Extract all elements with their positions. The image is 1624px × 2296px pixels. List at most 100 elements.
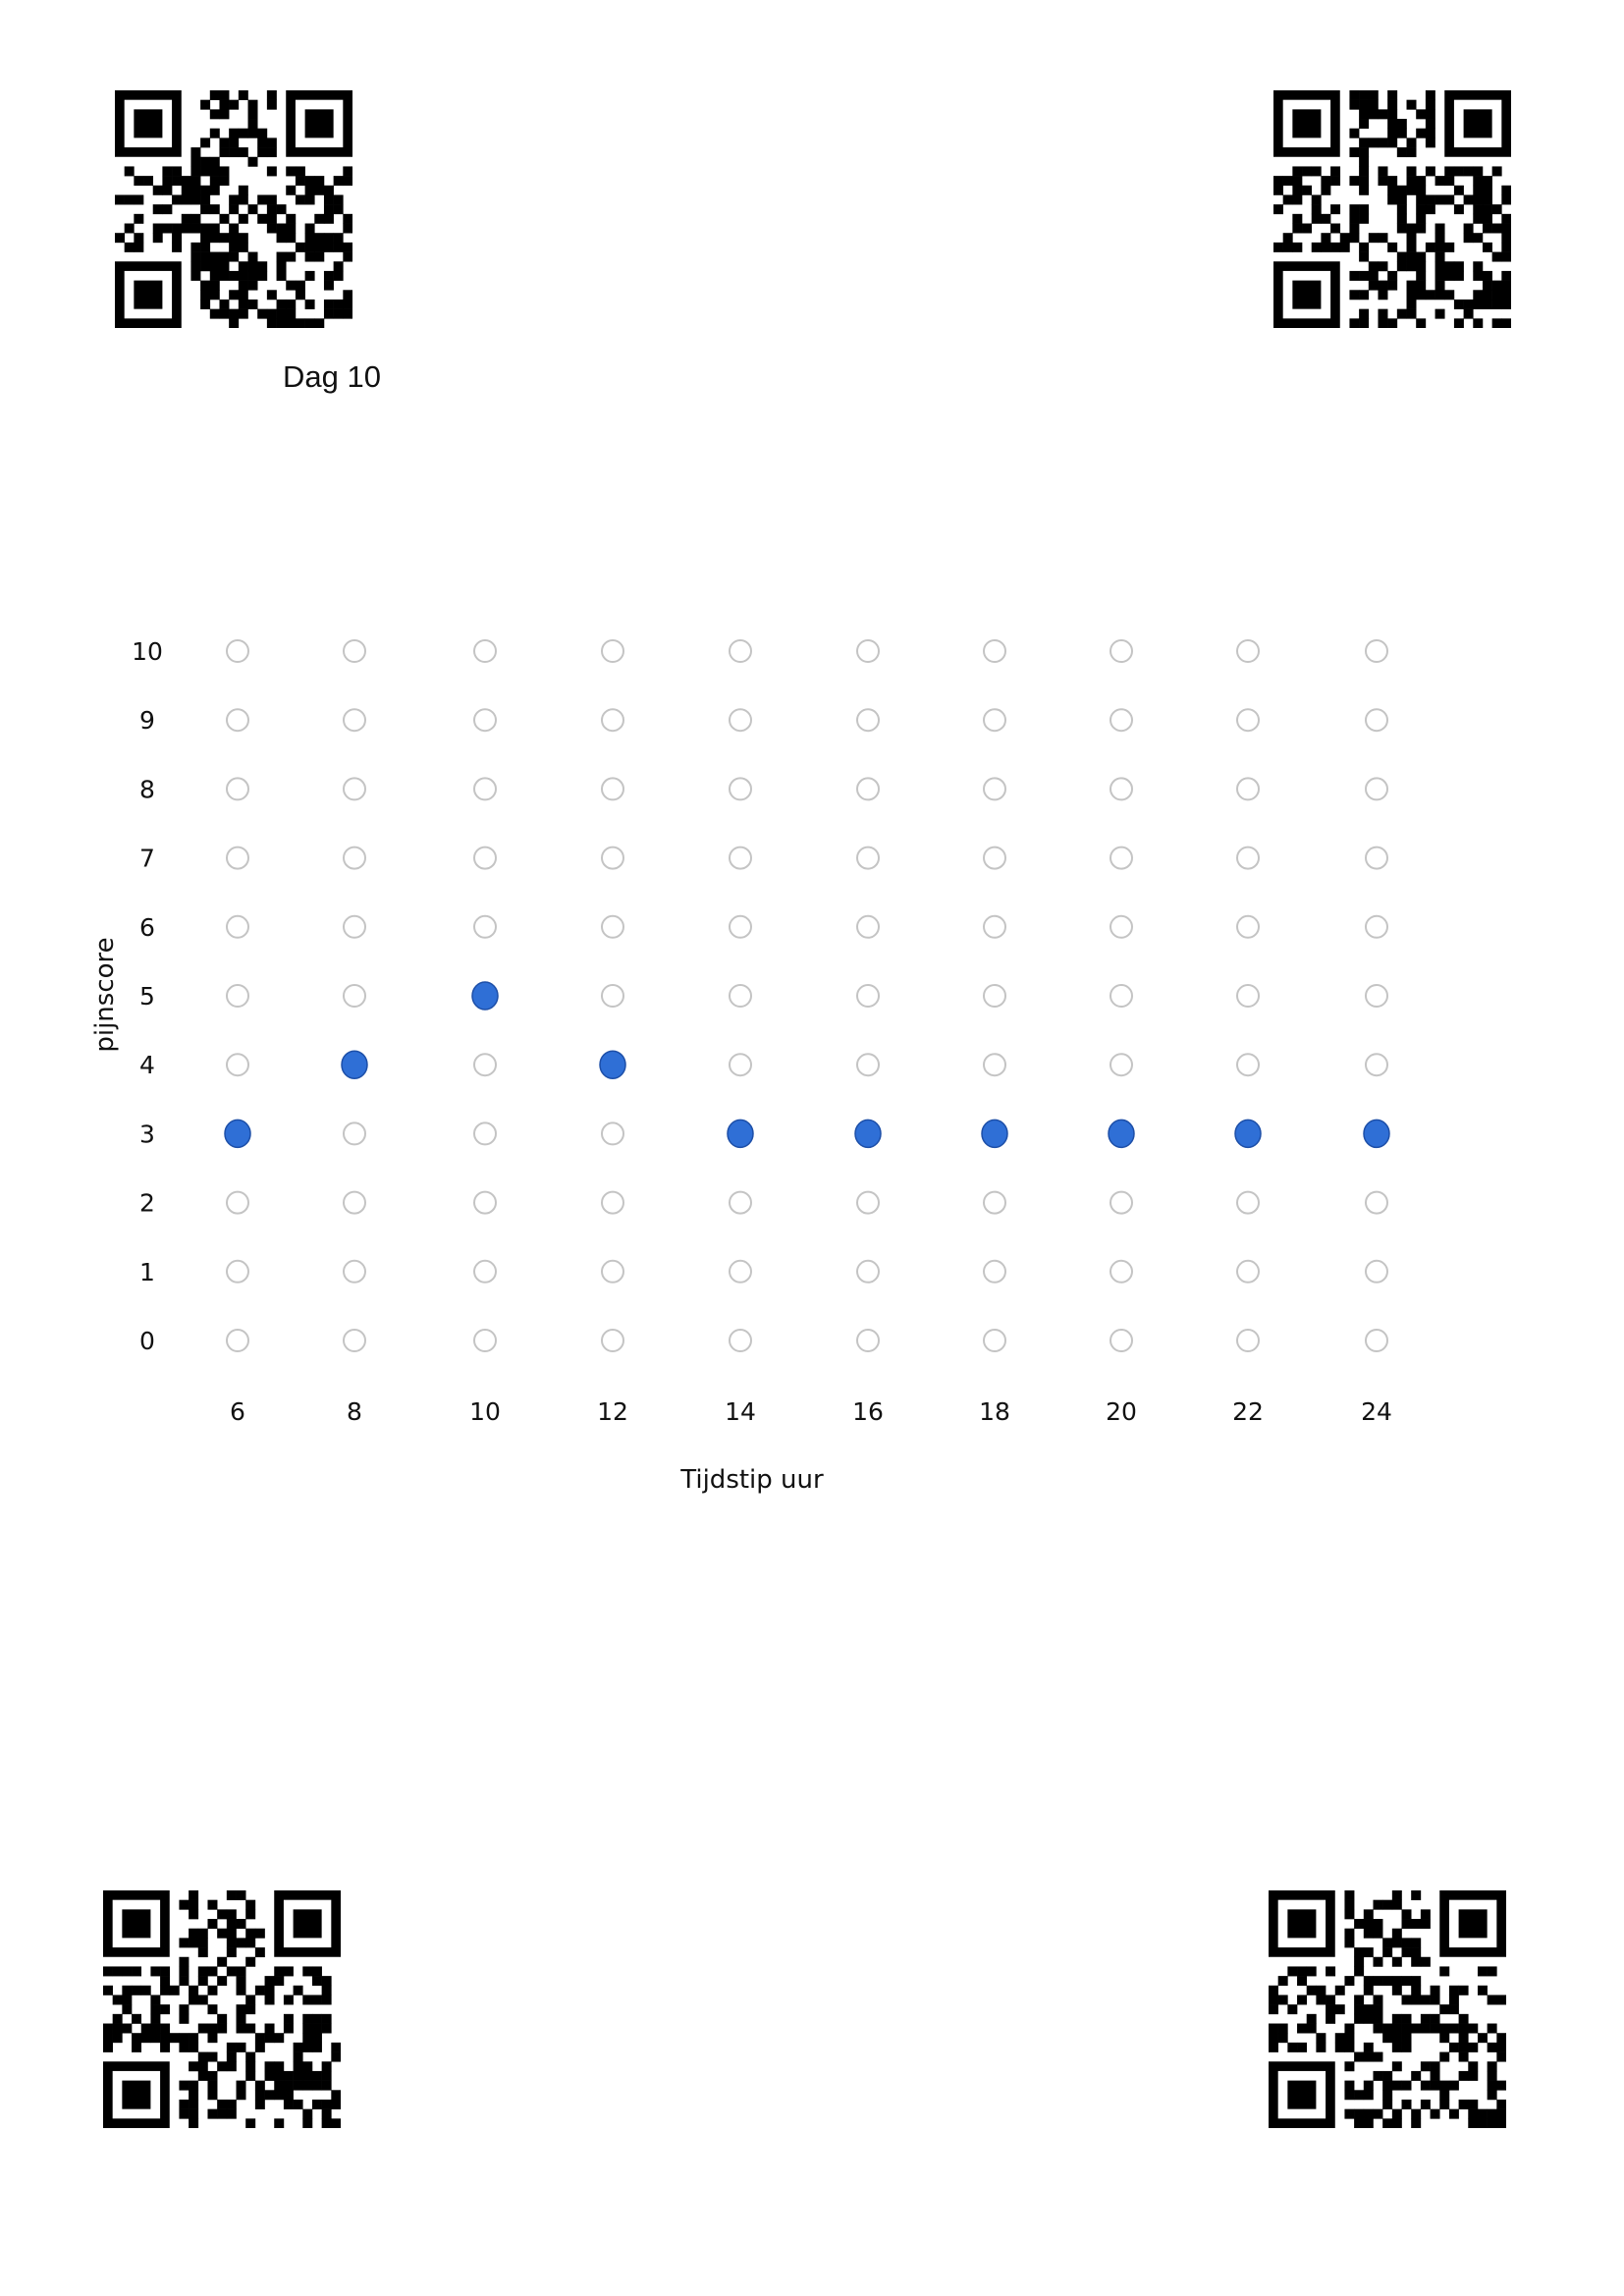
data-point[interactable] xyxy=(727,1119,754,1149)
empty-score-circle[interactable] xyxy=(1110,639,1133,663)
empty-score-circle[interactable] xyxy=(226,639,249,663)
empty-score-circle[interactable] xyxy=(983,984,1006,1008)
empty-score-circle[interactable] xyxy=(226,1190,249,1215)
empty-score-circle[interactable] xyxy=(473,777,497,801)
empty-score-circle[interactable] xyxy=(473,846,497,870)
empty-score-circle[interactable] xyxy=(1110,1190,1133,1215)
empty-score-circle[interactable] xyxy=(226,846,249,870)
empty-score-circle[interactable] xyxy=(1236,914,1260,939)
empty-score-circle[interactable] xyxy=(856,708,880,733)
empty-score-circle[interactable] xyxy=(1365,1259,1388,1284)
empty-score-circle[interactable] xyxy=(983,1259,1006,1284)
empty-score-circle[interactable] xyxy=(1236,639,1260,663)
empty-score-circle[interactable] xyxy=(983,708,1006,733)
empty-score-circle[interactable] xyxy=(226,1259,249,1284)
empty-score-circle[interactable] xyxy=(343,984,366,1008)
empty-score-circle[interactable] xyxy=(343,914,366,939)
empty-score-circle[interactable] xyxy=(1236,777,1260,801)
empty-score-circle[interactable] xyxy=(601,1190,624,1215)
data-point[interactable] xyxy=(341,1050,368,1079)
data-point[interactable] xyxy=(471,981,499,1011)
empty-score-circle[interactable] xyxy=(473,708,497,733)
empty-score-circle[interactable] xyxy=(1110,708,1133,733)
empty-score-circle[interactable] xyxy=(226,1053,249,1077)
empty-score-circle[interactable] xyxy=(729,1259,752,1284)
empty-score-circle[interactable] xyxy=(343,846,366,870)
empty-score-circle[interactable] xyxy=(729,639,752,663)
empty-score-circle[interactable] xyxy=(1365,708,1388,733)
empty-score-circle[interactable] xyxy=(601,639,624,663)
empty-score-circle[interactable] xyxy=(601,846,624,870)
empty-score-circle[interactable] xyxy=(1236,1329,1260,1352)
empty-score-circle[interactable] xyxy=(856,1053,880,1077)
empty-score-circle[interactable] xyxy=(601,777,624,801)
empty-score-circle[interactable] xyxy=(1365,1190,1388,1215)
empty-score-circle[interactable] xyxy=(1110,984,1133,1008)
empty-score-circle[interactable] xyxy=(601,1121,624,1146)
data-point[interactable] xyxy=(599,1050,626,1079)
empty-score-circle[interactable] xyxy=(983,1190,1006,1215)
empty-score-circle[interactable] xyxy=(729,1329,752,1352)
empty-score-circle[interactable] xyxy=(1236,708,1260,733)
empty-score-circle[interactable] xyxy=(601,984,624,1008)
empty-score-circle[interactable] xyxy=(983,846,1006,870)
empty-score-circle[interactable] xyxy=(983,1053,1006,1077)
empty-score-circle[interactable] xyxy=(1110,1329,1133,1352)
empty-score-circle[interactable] xyxy=(729,984,752,1008)
empty-score-circle[interactable] xyxy=(226,914,249,939)
empty-score-circle[interactable] xyxy=(1236,1259,1260,1284)
empty-score-circle[interactable] xyxy=(473,914,497,939)
empty-score-circle[interactable] xyxy=(226,984,249,1008)
empty-score-circle[interactable] xyxy=(226,1329,249,1352)
empty-score-circle[interactable] xyxy=(856,984,880,1008)
data-point[interactable] xyxy=(981,1119,1008,1149)
empty-score-circle[interactable] xyxy=(343,1121,366,1146)
empty-score-circle[interactable] xyxy=(856,1329,880,1352)
empty-score-circle[interactable] xyxy=(729,777,752,801)
empty-score-circle[interactable] xyxy=(1110,1053,1133,1077)
data-point[interactable] xyxy=(1363,1119,1390,1149)
empty-score-circle[interactable] xyxy=(983,639,1006,663)
empty-score-circle[interactable] xyxy=(1110,914,1133,939)
empty-score-circle[interactable] xyxy=(729,1053,752,1077)
empty-score-circle[interactable] xyxy=(1365,984,1388,1008)
empty-score-circle[interactable] xyxy=(1365,846,1388,870)
empty-score-circle[interactable] xyxy=(473,1053,497,1077)
empty-score-circle[interactable] xyxy=(856,1259,880,1284)
empty-score-circle[interactable] xyxy=(1110,777,1133,801)
empty-score-circle[interactable] xyxy=(856,777,880,801)
data-point[interactable] xyxy=(854,1119,882,1149)
empty-score-circle[interactable] xyxy=(601,1329,624,1352)
empty-score-circle[interactable] xyxy=(343,1329,366,1352)
empty-score-circle[interactable] xyxy=(343,1190,366,1215)
empty-score-circle[interactable] xyxy=(1110,846,1133,870)
empty-score-circle[interactable] xyxy=(1365,1329,1388,1352)
empty-score-circle[interactable] xyxy=(1236,1190,1260,1215)
empty-score-circle[interactable] xyxy=(226,777,249,801)
empty-score-circle[interactable] xyxy=(729,914,752,939)
empty-score-circle[interactable] xyxy=(601,1259,624,1284)
empty-score-circle[interactable] xyxy=(343,708,366,733)
empty-score-circle[interactable] xyxy=(983,1329,1006,1352)
empty-score-circle[interactable] xyxy=(1236,984,1260,1008)
empty-score-circle[interactable] xyxy=(856,846,880,870)
empty-score-circle[interactable] xyxy=(729,708,752,733)
empty-score-circle[interactable] xyxy=(1110,1259,1133,1284)
empty-score-circle[interactable] xyxy=(473,1329,497,1352)
empty-score-circle[interactable] xyxy=(473,1259,497,1284)
empty-score-circle[interactable] xyxy=(601,914,624,939)
data-point[interactable] xyxy=(1234,1119,1262,1149)
empty-score-circle[interactable] xyxy=(473,1190,497,1215)
empty-score-circle[interactable] xyxy=(343,777,366,801)
data-point[interactable] xyxy=(224,1119,251,1149)
empty-score-circle[interactable] xyxy=(856,914,880,939)
empty-score-circle[interactable] xyxy=(226,708,249,733)
empty-score-circle[interactable] xyxy=(1365,639,1388,663)
empty-score-circle[interactable] xyxy=(343,639,366,663)
empty-score-circle[interactable] xyxy=(473,639,497,663)
empty-score-circle[interactable] xyxy=(983,914,1006,939)
data-point[interactable] xyxy=(1108,1119,1135,1149)
empty-score-circle[interactable] xyxy=(983,777,1006,801)
empty-score-circle[interactable] xyxy=(1365,777,1388,801)
empty-score-circle[interactable] xyxy=(1365,1053,1388,1077)
